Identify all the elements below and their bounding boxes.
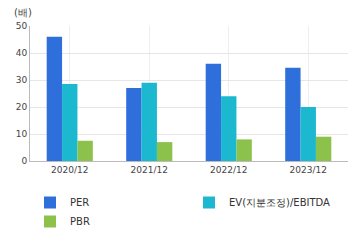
svg-text:50: 50	[16, 21, 28, 31]
svg-text:(배): (배)	[14, 7, 32, 18]
svg-text:10: 10	[16, 129, 28, 139]
svg-text:0: 0	[21, 156, 27, 166]
svg-text:2022/12: 2022/12	[210, 165, 247, 175]
svg-text:PBR: PBR	[70, 216, 90, 227]
svg-text:PER: PER	[70, 197, 89, 208]
svg-text:EV(지분조정)/EBITDA: EV(지분조정)/EBITDA	[229, 197, 330, 208]
svg-text:2021/12: 2021/12	[131, 165, 168, 175]
svg-text:2020/12: 2020/12	[51, 165, 88, 175]
svg-text:2023/12: 2023/12	[290, 165, 327, 175]
svg-text:20: 20	[16, 102, 28, 112]
svg-text:40: 40	[16, 48, 28, 58]
svg-text:30: 30	[16, 75, 28, 85]
